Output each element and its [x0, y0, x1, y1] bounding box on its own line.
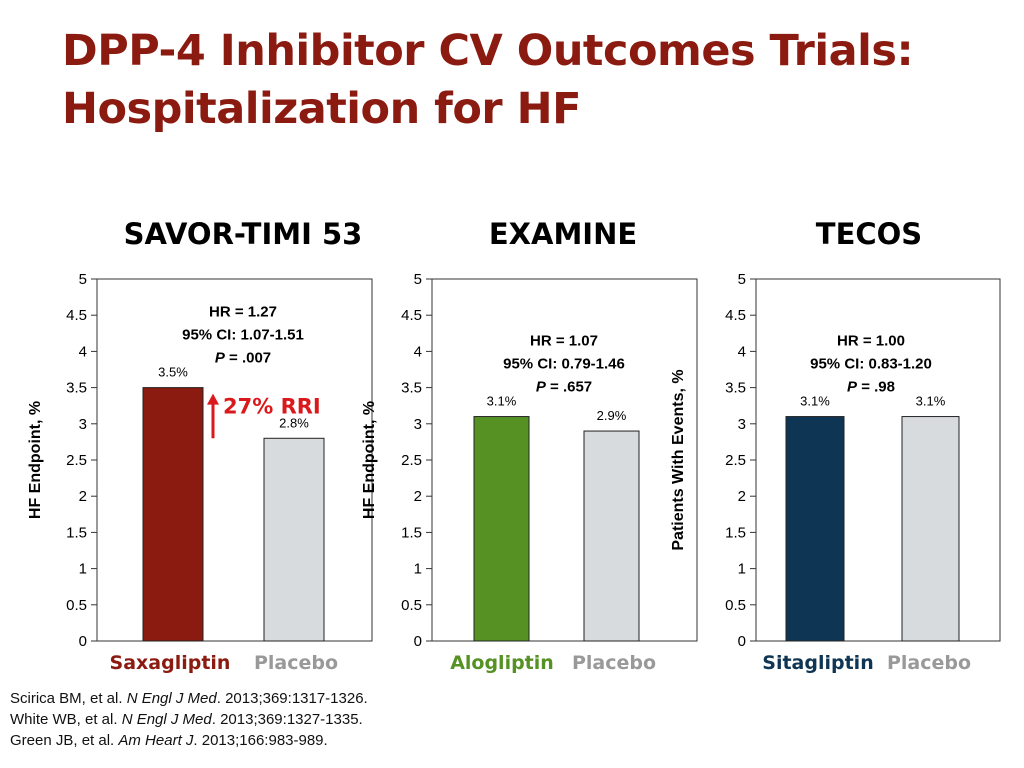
p-value-symbol: P — [215, 350, 226, 367]
y-tick-label: 3.5 — [66, 380, 87, 397]
p-value: P = .98 — [847, 379, 895, 396]
y-tick-label: 0.5 — [66, 597, 87, 614]
confidence-interval: 95% CI: 1.07-1.51 — [182, 327, 304, 344]
y-axis-label: Patients With Events, % — [670, 369, 687, 550]
p-value: P = .657 — [536, 379, 592, 396]
bar-placebo — [263, 437, 325, 642]
y-tick-label: 4.5 — [725, 307, 746, 324]
y-tick-label: 0 — [738, 633, 746, 650]
rri-annotation: 27% RRI — [223, 395, 321, 419]
category-label: Alogliptin — [450, 652, 554, 674]
y-tick-label: 3 — [79, 416, 87, 433]
slide-title-line-2: Hospitalization for HF — [62, 84, 581, 134]
p-value-number: = .007 — [225, 350, 271, 367]
chart-1: SAVOR-TIMI 53 HF Endpoint, % 0 0.5 1 1.5 2 2.5 3… — [27, 217, 373, 674]
y-tick-label: 2.5 — [725, 452, 746, 469]
y-tick-label: 4.5 — [401, 307, 422, 324]
chart-title: EXAMINE — [489, 217, 637, 251]
reference-3: Green JB, et al. Am Heart J. 2013;166:98… — [10, 732, 328, 749]
category-label: Placebo — [887, 652, 971, 674]
chart-title: TECOS — [816, 217, 922, 251]
hazard-ratio: HR = 1.27 — [209, 304, 277, 321]
y-tick-label: 4.5 — [66, 307, 87, 324]
y-tick-label: 1.5 — [66, 524, 87, 541]
y-tick-label: 1 — [79, 561, 87, 578]
y-tick-label: 0.5 — [725, 597, 746, 614]
data-label: 2.8% — [279, 415, 309, 430]
p-value: P = .007 — [215, 350, 271, 367]
confidence-interval: 95% CI: 0.83-1.20 — [810, 356, 932, 373]
y-tick-label: 0 — [414, 633, 422, 650]
y-axis-label: HF Endpoint, % — [361, 401, 378, 519]
y-tick-label: 2 — [738, 488, 746, 505]
p-value-symbol: P — [847, 379, 858, 396]
y-tick-label: 2.5 — [66, 452, 87, 469]
references: Scirica BM, et al. N Engl J Med. 2013;36… — [10, 688, 368, 751]
y-tick-label: 2.5 — [401, 452, 422, 469]
hazard-ratio: HR = 1.07 — [530, 333, 598, 350]
p-value-symbol: P — [536, 379, 547, 396]
y-tick-label: 1 — [738, 561, 746, 578]
p-value-number: = .657 — [546, 379, 592, 396]
slide-title: DPP-4 Inhibitor CV Outcomes Trials: Hosp… — [62, 22, 914, 138]
data-label: 2.9% — [597, 408, 627, 423]
bar-alogliptin — [473, 416, 530, 642]
y-tick-label: 5 — [414, 271, 422, 288]
y-tick-label: 1.5 — [401, 524, 422, 541]
chart-2: EXAMINE HF Endpoint, % 0 0.5 1 1.5 2 2.5 3 3.5 4 4.… — [361, 217, 698, 674]
y-tick-label: 3 — [738, 416, 746, 433]
reference-1: Scirica BM, et al. N Engl J Med. 2013;36… — [10, 690, 368, 707]
slide-title-line-1: DPP-4 Inhibitor CV Outcomes Trials: — [62, 26, 914, 76]
reference-2: White WB, et al. N Engl J Med. 2013;369:… — [10, 711, 363, 728]
y-tick-label: 3.5 — [725, 380, 746, 397]
y-tick-label: 5 — [79, 271, 87, 288]
y-tick-label: 2 — [79, 488, 87, 505]
y-tick-label: 0 — [79, 633, 87, 650]
chart-title: SAVOR-TIMI 53 — [124, 217, 363, 251]
category-label: Placebo — [254, 652, 338, 674]
chart-3: TECOS Patients With Events, % 0 0.5 1 1.5 2 2.5… — [670, 217, 1001, 674]
y-axis-label: HF Endpoint, % — [27, 401, 44, 519]
bar-placebo — [901, 416, 960, 642]
category-label: Sitagliptin — [762, 652, 873, 674]
data-label: 3.1% — [800, 394, 830, 409]
y-tick-label: 4 — [414, 343, 422, 360]
bar-saxagliptin — [142, 387, 204, 642]
y-tick-label: 1.5 — [725, 524, 746, 541]
p-value-number: = .98 — [857, 379, 895, 396]
category-label: Placebo — [572, 652, 656, 674]
y-tick-label: 1 — [414, 561, 422, 578]
data-label: 3.1% — [487, 394, 517, 409]
bar-sitagliptin — [785, 416, 845, 642]
data-label: 3.5% — [158, 365, 188, 380]
y-tick-label: 0.5 — [401, 597, 422, 614]
data-label: 3.1% — [916, 394, 946, 409]
rri-arrow-head-icon — [207, 393, 219, 405]
y-tick-label: 2 — [414, 488, 422, 505]
confidence-interval: 95% CI: 0.79-1.46 — [503, 356, 625, 373]
y-tick-label: 4 — [79, 343, 87, 360]
y-tick-label: 5 — [738, 271, 746, 288]
y-tick-label: 3 — [414, 416, 422, 433]
hazard-ratio: HR = 1.00 — [837, 333, 905, 350]
y-tick-label: 3.5 — [401, 380, 422, 397]
category-label: Saxagliptin — [110, 652, 231, 674]
y-tick-label: 4 — [738, 343, 746, 360]
bar-placebo — [583, 430, 640, 642]
